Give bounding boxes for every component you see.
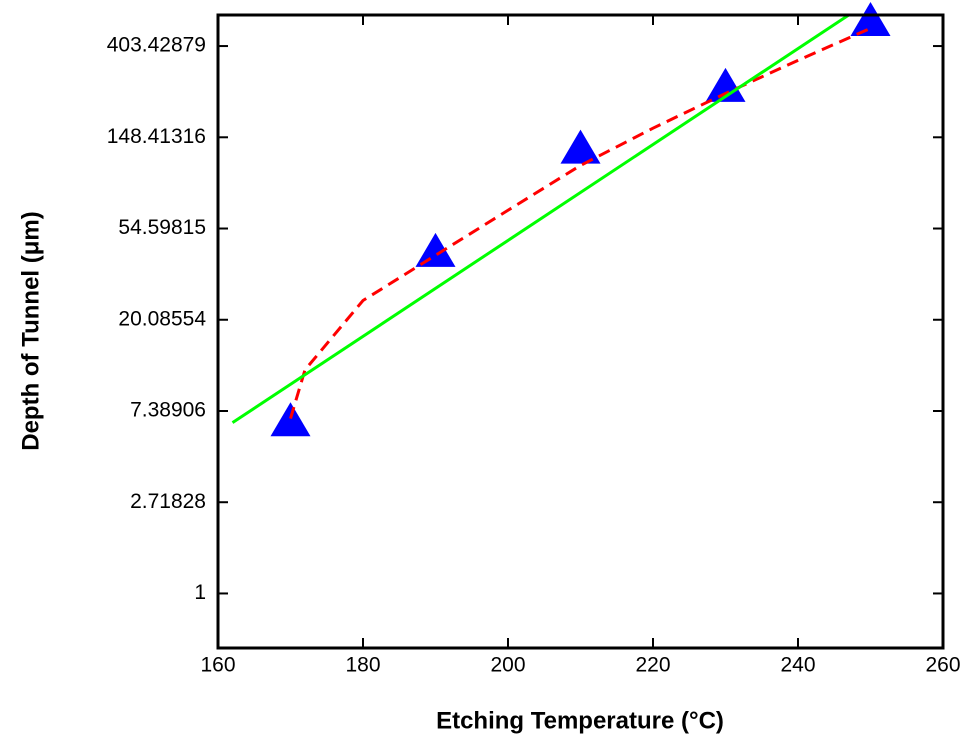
- plot-frame: [218, 15, 943, 648]
- x-tick-label: 180: [345, 654, 380, 677]
- y-tick-label: 20.08554: [118, 307, 206, 330]
- triangle-marker: [561, 130, 601, 164]
- x-tick-label: 240: [780, 654, 815, 677]
- fit-line: [233, 15, 849, 423]
- chart: Etching Temperature (°C) Depth of Tunnel…: [0, 0, 969, 742]
- y-axis-title: Depth of Tunnel (μm): [17, 211, 44, 451]
- x-axis-title: Etching Temperature (°C): [436, 707, 724, 734]
- triangle-marker: [416, 233, 456, 267]
- y-tick-label: 2.71828: [130, 490, 206, 513]
- triangle-marker: [271, 402, 311, 436]
- fit-line: [291, 28, 871, 418]
- y-tick-label: 1: [194, 581, 206, 604]
- triangle-marker: [851, 2, 891, 36]
- y-tick-label: 54.59815: [118, 216, 206, 239]
- x-tick-label: 260: [925, 654, 960, 677]
- y-tick-label: 403.42879: [107, 34, 206, 57]
- x-tick-label: 220: [635, 654, 670, 677]
- y-tick-label: 7.38906: [130, 399, 206, 422]
- x-tick-label: 200: [490, 654, 525, 677]
- y-tick-label: 148.41316: [107, 125, 206, 148]
- x-tick-label: 160: [200, 654, 235, 677]
